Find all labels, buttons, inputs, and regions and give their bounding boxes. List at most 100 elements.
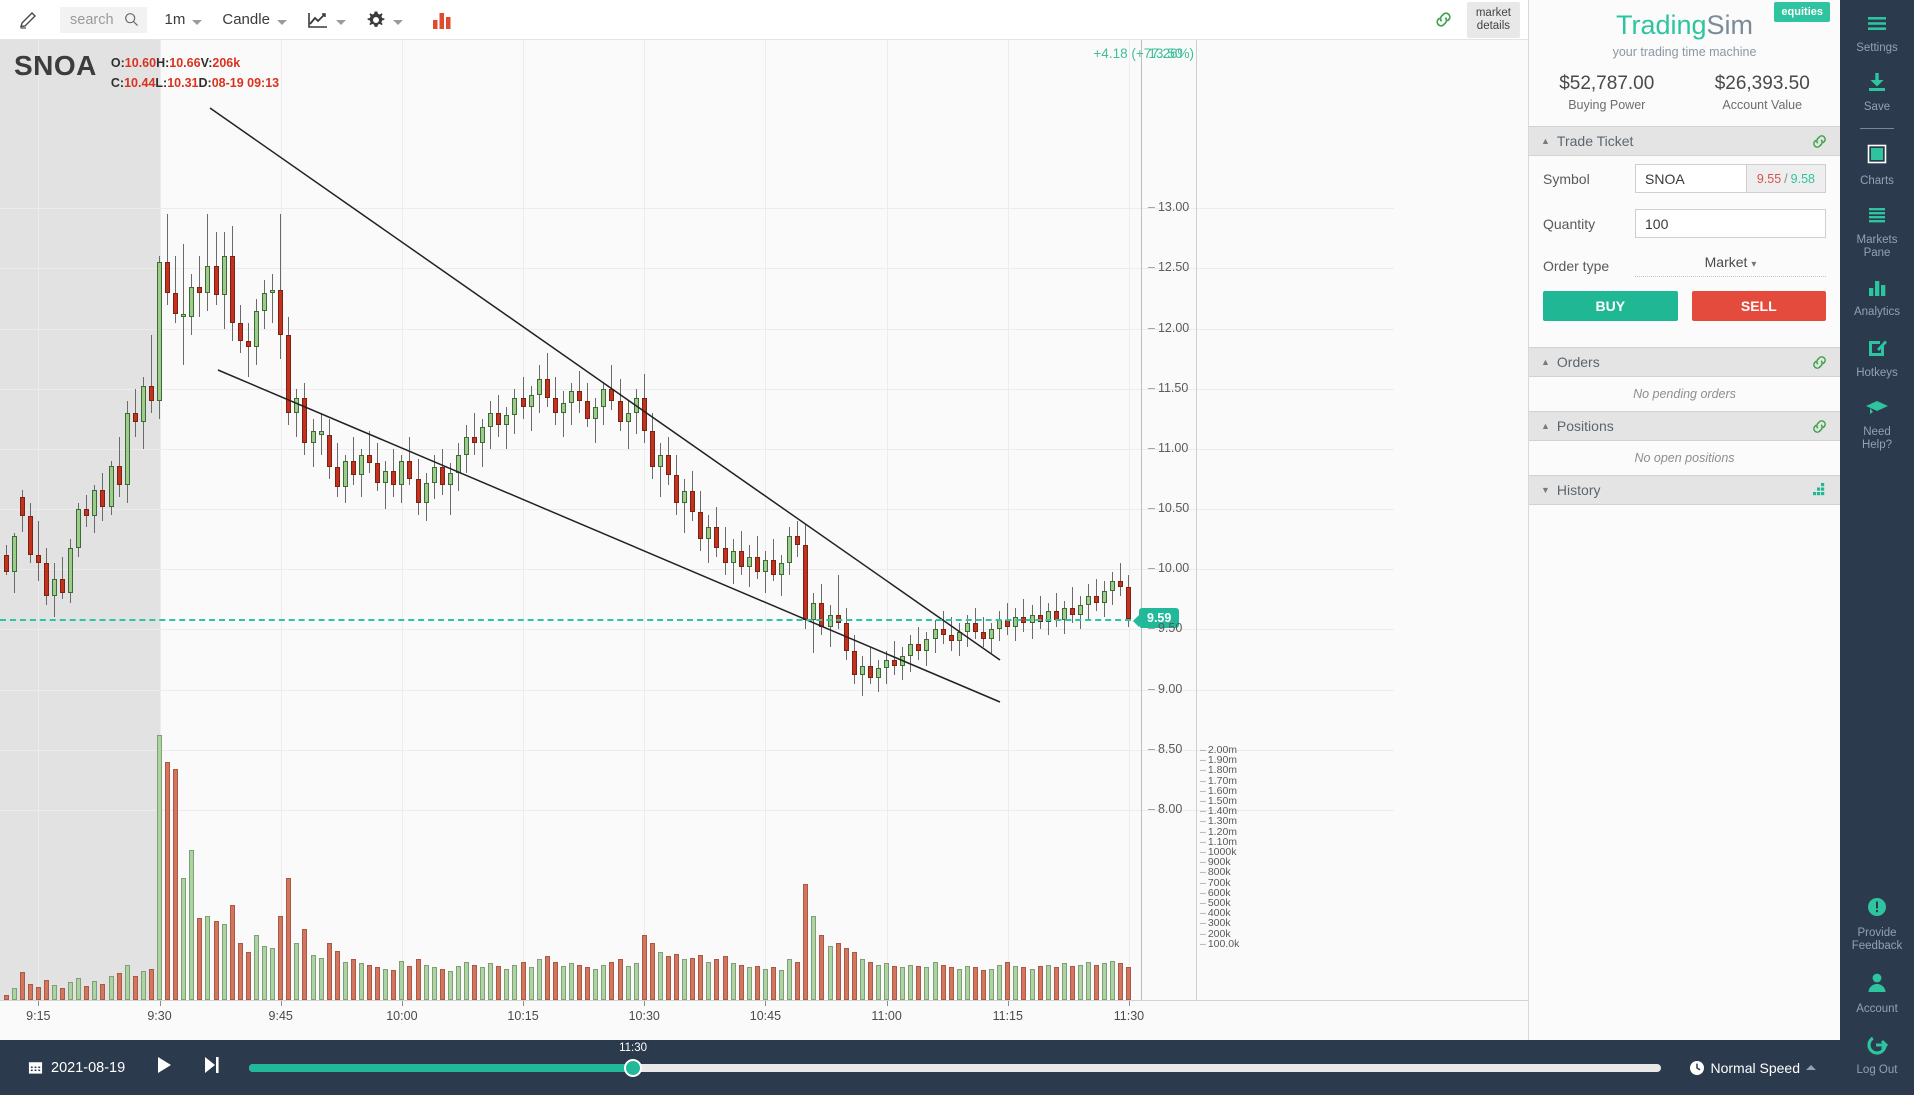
- candlestick: [787, 527, 793, 576]
- candlestick: [27, 503, 33, 564]
- time-axis-tickmark: [280, 1001, 282, 1006]
- volume-bar: [1061, 963, 1067, 1000]
- candlestick: [229, 226, 235, 341]
- candle-body: [423, 482, 429, 504]
- rail-item-save[interactable]: Save: [1840, 71, 1914, 114]
- interval-dropdown[interactable]: 1m: [165, 0, 203, 40]
- candle-body: [552, 398, 558, 413]
- rail-divider: [1860, 128, 1894, 129]
- candle-body: [730, 551, 736, 564]
- rail-item-charts[interactable]: Charts: [1840, 143, 1914, 188]
- rail-label-analytics: Analytics: [1853, 306, 1901, 318]
- gridline: [0, 749, 1394, 751]
- link-icon[interactable]: [1811, 354, 1828, 371]
- volume-bar: [334, 951, 340, 1000]
- gridline: [280, 40, 282, 1000]
- pencil-icon[interactable]: [18, 0, 38, 40]
- rail-item-log-out[interactable]: Log Out: [1840, 1034, 1914, 1077]
- volume-axis-tick: 1.90m: [1200, 754, 1237, 766]
- blocks-icon[interactable]: [1810, 482, 1828, 498]
- rail-label-provide-feedback-line1: Provide: [1857, 927, 1897, 939]
- positions-header[interactable]: ▲ Positions: [1529, 411, 1840, 441]
- candle-wick: [449, 463, 451, 516]
- candle-body: [754, 557, 760, 572]
- volume-bar: [11, 987, 17, 1000]
- link-icon[interactable]: [1811, 133, 1828, 150]
- candlestick: [682, 479, 688, 534]
- candlestick: [383, 460, 389, 510]
- volume-bar: [722, 956, 728, 1000]
- candle-body: [665, 454, 671, 476]
- time-axis[interactable]: 9:15 9:30 9:45 10:00 10:15 10:30 10:45 11:00 11:…: [0, 1000, 1528, 1040]
- gridline: [1128, 40, 1130, 1000]
- order-type-dropdown[interactable]: Market ▾: [1635, 254, 1826, 277]
- settings-dropdown[interactable]: [366, 0, 403, 40]
- rail-item-settings[interactable]: Settings: [1840, 14, 1914, 55]
- candlestick: [253, 298, 259, 365]
- volume-bar: [698, 955, 704, 1000]
- rail-item-hotkeys[interactable]: Hotkeys: [1840, 337, 1914, 380]
- candle-wick: [950, 617, 952, 652]
- time-axis-tickmark: [38, 1001, 40, 1006]
- market-details-button[interactable]: market details: [1466, 1, 1520, 38]
- volume-bar: [528, 967, 534, 1000]
- volume-bar: [270, 948, 276, 1000]
- equities-badge[interactable]: equities: [1774, 2, 1830, 22]
- symbol-input[interactable]: SNOA: [1635, 164, 1747, 193]
- candlestick: [326, 418, 332, 480]
- playback-slider-handle[interactable]: [624, 1058, 643, 1077]
- playback-slider[interactable]: 11:30: [249, 1042, 1661, 1077]
- candle-body: [480, 427, 486, 443]
- candlestick: [92, 485, 98, 534]
- candle-body: [948, 635, 954, 642]
- chart-style-dropdown[interactable]: Candle: [222, 0, 287, 40]
- rail-item-markets-pane[interactable]: Markets Pane: [1840, 206, 1914, 260]
- link-icon[interactable]: [1434, 10, 1453, 29]
- rail-item-provide-feedback[interactable]: Provide Feedback: [1840, 895, 1914, 953]
- candle-body: [237, 322, 243, 341]
- speed-selector[interactable]: Normal Speed: [1689, 1060, 1816, 1076]
- candle-body: [367, 454, 373, 464]
- search-input[interactable]: search: [60, 6, 147, 33]
- sell-button[interactable]: SELL: [1691, 291, 1826, 321]
- rail-item-analytics[interactable]: Analytics: [1840, 278, 1914, 319]
- volume-axis-tick: 1000k: [1200, 846, 1237, 858]
- candlestick: [148, 334, 154, 413]
- trade-ticket-header[interactable]: ▲ Trade Ticket: [1529, 126, 1840, 156]
- candle-body: [60, 578, 66, 594]
- date-selector[interactable]: 2021-08-19: [28, 1060, 125, 1076]
- candlestick: [617, 379, 623, 431]
- candle-body: [270, 290, 276, 293]
- candle-body: [148, 386, 154, 401]
- quantity-input[interactable]: 100: [1635, 209, 1826, 238]
- candle-wick: [781, 554, 783, 596]
- volume-bar: [1037, 966, 1043, 1000]
- candle-body: [278, 290, 284, 335]
- logout-icon: [1840, 1034, 1914, 1060]
- play-button[interactable]: [155, 1055, 173, 1080]
- candlestick: [399, 454, 405, 504]
- indicator-dropdown[interactable]: [307, 0, 346, 40]
- volume-bar: [108, 976, 114, 1000]
- rail-item-need-help[interactable]: Need Help?: [1840, 398, 1914, 452]
- history-header[interactable]: ▼ History: [1529, 475, 1840, 505]
- volume-axis-tick: 300k: [1200, 917, 1231, 929]
- candlestick: [593, 398, 599, 443]
- link-icon[interactable]: [1811, 418, 1828, 435]
- chart-plot-area[interactable]: 9.59 SNOA O:10.60H:10.66V:206k C:10.44L:…: [0, 40, 1528, 1000]
- quantity-row: Quantity 100: [1529, 201, 1840, 246]
- candle-body: [140, 386, 146, 423]
- orders-header[interactable]: ▲ Orders: [1529, 347, 1840, 377]
- buy-button[interactable]: BUY: [1543, 291, 1678, 321]
- volume-bar: [577, 964, 583, 1000]
- step-forward-button[interactable]: [203, 1055, 221, 1080]
- candle-body: [787, 535, 793, 564]
- chevron-down-icon: [392, 20, 403, 25]
- candle-body: [1102, 590, 1108, 603]
- volume-bar: [981, 970, 987, 1000]
- volume-toggle-button[interactable]: [431, 0, 453, 40]
- gridline: [886, 40, 888, 1000]
- volume-axis-tick: 1.70m: [1200, 775, 1237, 787]
- candle-wick: [627, 400, 629, 449]
- rail-item-account[interactable]: Account: [1840, 971, 1914, 1016]
